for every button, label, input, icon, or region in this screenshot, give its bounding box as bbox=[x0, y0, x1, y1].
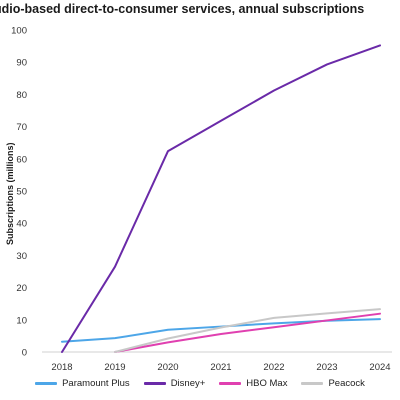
legend-item: Paramount Plus bbox=[35, 378, 130, 389]
x-tick-label: 2021 bbox=[210, 362, 231, 373]
legend-swatch bbox=[301, 382, 324, 385]
x-tick-labels: 2018 2019 2020 2021 2022 2023 2024 bbox=[51, 362, 390, 373]
legend-swatch bbox=[219, 382, 242, 385]
x-tick-label: 2023 bbox=[316, 362, 337, 373]
y-tick-label: 100 bbox=[11, 26, 27, 37]
legend: Paramount Plus Disney+ HBO Max Peacock bbox=[0, 378, 400, 389]
y-tick-label: 60 bbox=[16, 154, 27, 165]
x-tick-label: 2019 bbox=[104, 362, 125, 373]
y-tick-label: 90 bbox=[16, 58, 27, 69]
series-line-paramount-plus bbox=[61, 318, 381, 343]
series-line-peacock bbox=[114, 308, 381, 353]
x-tick-label: 2024 bbox=[369, 362, 390, 373]
y-tick-label: 10 bbox=[16, 315, 27, 326]
y-tick-label: 80 bbox=[16, 90, 27, 101]
series-line-hbo-max bbox=[114, 312, 381, 353]
y-tick-label: 50 bbox=[16, 187, 27, 198]
x-tick-label: 2022 bbox=[263, 362, 284, 373]
legend-item: HBO Max bbox=[219, 378, 287, 389]
legend-label: Peacock bbox=[328, 378, 365, 389]
legend-item: Peacock bbox=[301, 378, 365, 389]
x-tick-label: 2018 bbox=[51, 362, 72, 373]
legend-label: Disney+ bbox=[170, 378, 206, 389]
y-tick-label: 0 bbox=[22, 348, 27, 359]
y-tick-label: 70 bbox=[16, 122, 27, 133]
legend-swatch bbox=[143, 382, 166, 385]
series-line-disney- bbox=[61, 44, 381, 353]
y-tick-label: 40 bbox=[16, 219, 27, 230]
legend-label: HBO Max bbox=[246, 378, 288, 389]
x-tick-label: 2020 bbox=[157, 362, 178, 373]
chart-title: udio-based direct-to-consumer services, … bbox=[0, 2, 365, 16]
series-lines bbox=[61, 44, 381, 353]
legend-item: Disney+ bbox=[143, 378, 206, 389]
y-tick-labels: 0 10 20 30 40 50 60 70 80 90 100 bbox=[11, 26, 27, 359]
y-tick-label: 20 bbox=[16, 283, 27, 294]
y-tick-label: 30 bbox=[16, 251, 27, 262]
legend-swatch bbox=[35, 382, 58, 385]
legend-label: Paramount Plus bbox=[62, 378, 130, 389]
